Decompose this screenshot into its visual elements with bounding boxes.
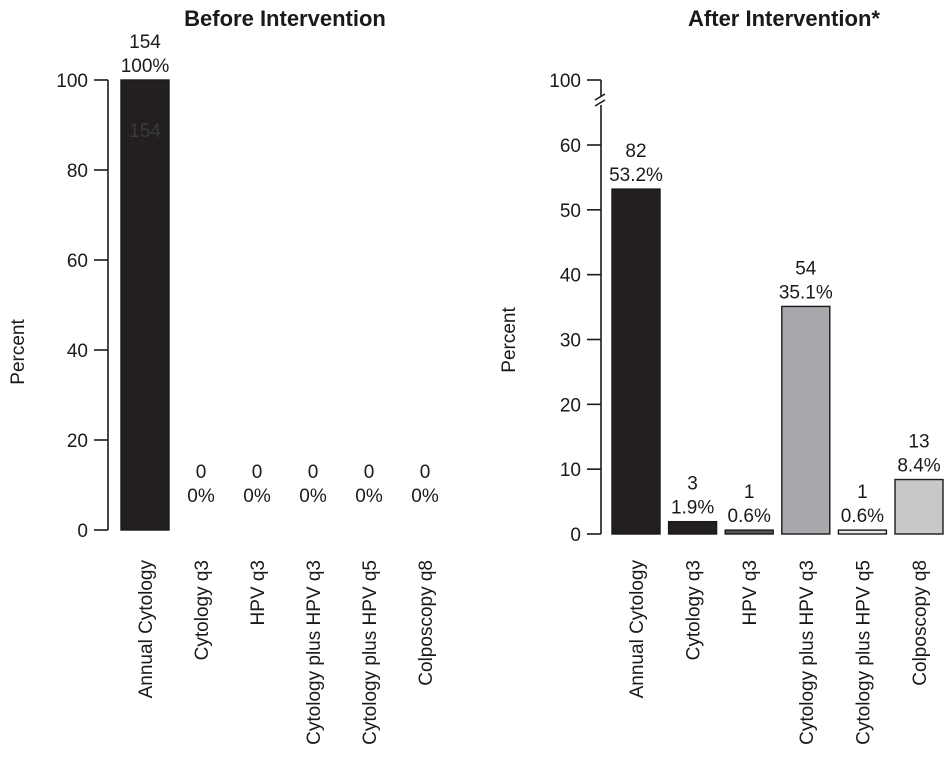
count-label: 1 [744,482,755,503]
category-label: Cytology plus HPV q5 [360,560,381,745]
count-label: 0 [252,462,263,483]
y-tick-label: 40 [560,266,581,287]
category-label: Cytology plus HPV q5 [853,560,874,745]
category-label: Colposcopy q8 [910,560,931,686]
axis-break-mark [594,93,606,101]
category-label: HPV q3 [740,560,761,625]
axis-break-gap [593,97,609,105]
y-tick-label: 60 [67,251,88,272]
y-tick-label: 20 [67,431,88,452]
bar [894,478,944,535]
bar [781,305,831,535]
count-label: 0 [308,462,319,483]
category-label: Cytology plus HPV q3 [797,560,818,745]
category-label: HPV q3 [248,560,269,625]
data-labels-before: 100% 154 0% 0 0% 0 0% 0 0% 0 0% 0 [121,32,439,507]
chart-title-before: Before Intervention [184,6,386,31]
category-labels-after: Annual Cytology Cytology q3 HPV q3 Cytology… [627,560,931,745]
count-label: 3 [687,474,698,495]
percent-label: 35.1% [779,282,833,303]
before-intervention-panel: Before Intervention Percent 0 20 40 60 80 100… [8,6,439,745]
bars-after [611,188,944,535]
chart-title-after: After Intervention* [688,6,880,31]
y-tick-label: 50 [560,201,581,222]
y-tick-label: 100 [549,71,581,92]
percent-label: 0% [187,486,215,507]
category-label: Cytology q3 [192,560,213,660]
percent-label: 0% [411,486,439,507]
category-label: Annual Cytology [136,560,157,699]
count-label: 0 [196,462,207,483]
count-label: 13 [908,432,929,453]
bar [837,529,888,535]
count-label: 82 [625,141,646,162]
y-tick-label: 100 [56,71,88,92]
y-tick-label: 10 [560,460,581,481]
bar [611,188,661,535]
percent-label: 8.4% [897,456,940,477]
bars-before [120,79,170,531]
bar [120,79,170,531]
y-axis-label-after: Percent [499,307,520,373]
category-label: Cytology q3 [684,560,705,660]
y-axis-label-before: Percent [8,319,29,385]
percent-label: 0% [355,486,383,507]
count-label: 0 [364,462,375,483]
percent-label: 0% [243,486,271,507]
after-intervention-panel: After Intervention* Percent 0 10 20 30 40 50 6… [499,6,944,745]
y-tick-label: 20 [560,395,581,416]
percent-label: 0.6% [841,506,884,527]
percent-label: 0.6% [728,506,771,527]
bar [667,520,718,535]
category-label: Colposcopy q8 [416,560,437,686]
percent-label: 100% [121,56,170,77]
inner-count-label: 154 [129,121,161,142]
percent-label: 53.2% [609,165,663,186]
category-label: Cytology plus HPV q3 [304,560,325,745]
bar [724,529,774,535]
data-labels-after: 53.2% 82 1.9% 3 0.6% 1 35.1% 54 0.6% 1 8.4% 13 [609,141,941,527]
y-tick-label: 60 [560,136,581,157]
count-label: 154 [129,32,161,53]
count-label: 1 [857,482,868,503]
y-axis-after: 0 10 20 30 40 50 60 100 [549,71,609,546]
category-label: Annual Cytology [627,560,648,699]
axis-break-mark [594,99,606,107]
y-tick-label: 0 [77,521,88,542]
y-tick-label: 80 [67,161,88,182]
y-tick-label: 40 [67,341,88,362]
percent-label: 1.9% [671,498,714,519]
y-tick-label: 0 [570,525,581,546]
percent-label: 0% [299,486,327,507]
count-label: 0 [420,462,431,483]
count-label: 54 [795,258,817,279]
category-labels-before: Annual Cytology Cytology q3 HPV q3 Cytology… [136,560,437,745]
y-tick-label: 30 [560,331,581,352]
y-axis-before: 0 20 40 60 80 100 [56,71,109,542]
